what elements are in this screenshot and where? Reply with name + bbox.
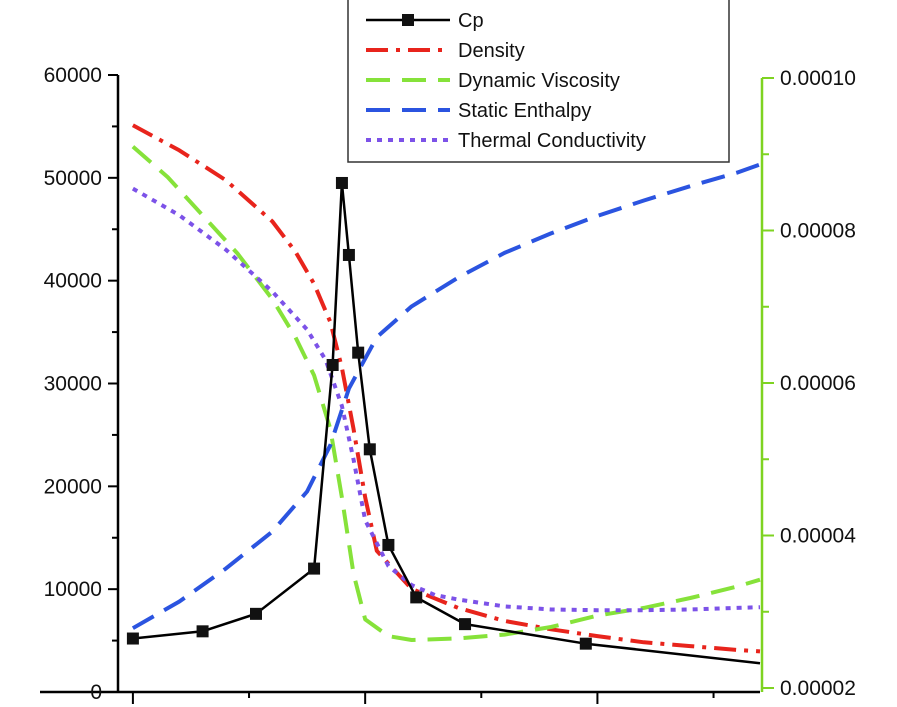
right-y-tick-label-4: 0.00010	[780, 67, 856, 90]
right-y-tick-label-3: 0.00008	[780, 220, 856, 243]
right-y-tick-label-1: 0.00004	[780, 525, 856, 548]
legend-label-static-enthalpy: Static Enthalpy	[458, 100, 591, 122]
series-line-density	[131, 123, 761, 654]
cp-marker	[410, 591, 423, 604]
cp-marker	[308, 562, 321, 575]
legend-items: Cp Density Dynamic Viscosity Static Enthalp…	[366, 10, 646, 152]
cp-marker	[579, 637, 592, 650]
cp-marker	[363, 443, 376, 456]
cp-marker	[326, 358, 339, 371]
cp-marker	[342, 248, 355, 261]
series-line-cp	[132, 181, 761, 665]
legend-label-dynamic-viscosity: Dynamic Viscosity	[458, 70, 620, 92]
legend-label-thermal-conductivity: Thermal Conductivity	[458, 130, 646, 152]
series-line-static-enthalpy	[131, 162, 761, 630]
right-y-ticks: 0.00002 0.00004 0.00006 0.00008 0.00010	[762, 67, 856, 700]
cp-marker	[352, 346, 365, 359]
legend-label-cp: Cp	[458, 10, 484, 32]
right-y-tick-label-2: 0.00006	[780, 372, 856, 395]
x-ticks	[131, 692, 715, 704]
cp-marker	[196, 625, 209, 638]
legend-label-density: Density	[458, 40, 525, 62]
cp-marker	[250, 607, 262, 620]
cp-marker	[382, 538, 395, 551]
series-layer	[126, 123, 761, 665]
left-y-tick-label-1: 10000	[44, 578, 102, 601]
left-y-tick-label-0: 0	[90, 681, 102, 704]
right-y-tick-label-0: 0.00002	[780, 677, 856, 700]
left-y-tick-label-5: 50000	[44, 167, 102, 190]
left-y-ticks: 0 10000 20000 30000 40000 50000 60000	[44, 64, 118, 704]
legend-cp-marker	[402, 14, 414, 26]
left-y-tick-label-3: 30000	[44, 373, 102, 396]
left-y-tick-label-2: 20000	[44, 475, 102, 498]
legend: Cp Density Dynamic Viscosity Static Enthalp…	[347, 0, 730, 163]
left-y-tick-label-4: 40000	[44, 270, 102, 293]
cp-marker	[459, 618, 472, 631]
cp-marker	[335, 176, 348, 189]
cp-marker	[126, 632, 139, 645]
left-y-tick-label-6: 60000	[44, 64, 102, 87]
